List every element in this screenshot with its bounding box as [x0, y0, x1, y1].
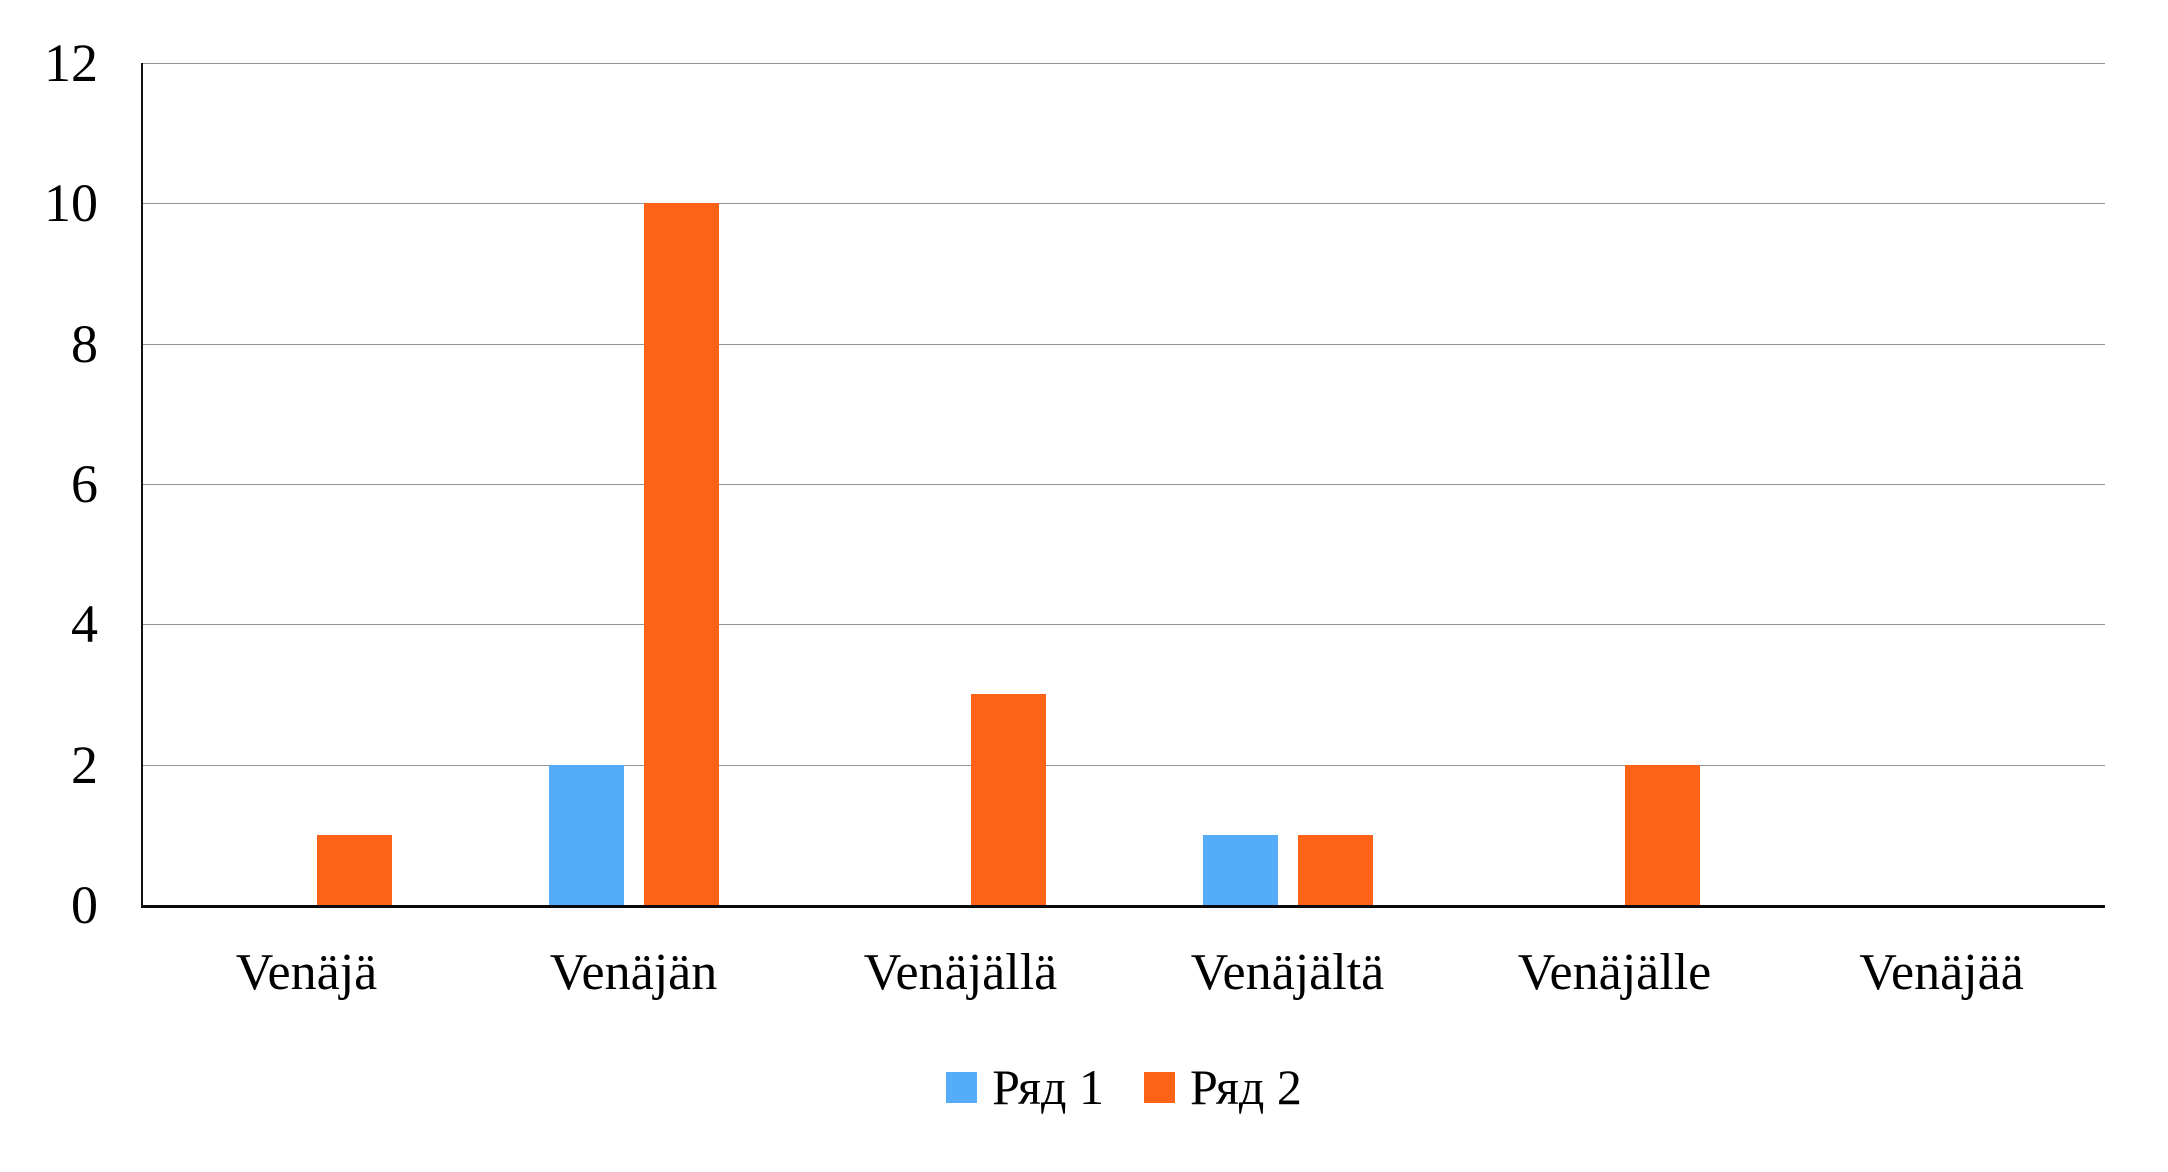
legend-swatch-series-2	[1144, 1071, 1175, 1103]
y-tick-label-4: 4	[71, 594, 98, 654]
x-tick-label-4: Venäjältä	[1190, 944, 1385, 1001]
bar-series2-category5	[1625, 765, 1700, 905]
gridline-y-2	[143, 765, 2105, 766]
legend-item-series-1: Ряд 1	[946, 1056, 1104, 1118]
bar-series2-category1	[317, 835, 392, 905]
gridline-y-6	[143, 484, 2105, 485]
x-tick-label-6: Venäjää	[1859, 944, 2024, 1001]
legend-item-series-2: Ряд 2	[1144, 1056, 1302, 1118]
gridline-y-8	[143, 344, 2105, 345]
x-tick-label-5: Venäjälle	[1517, 944, 1712, 1001]
x-tick-label-1: Venäjä	[235, 944, 378, 1001]
x-tick-label-2: Venäjän	[549, 944, 718, 1001]
y-tick-label-2: 2	[71, 735, 98, 795]
x-tick-label-3: Venäjällä	[863, 944, 1058, 1001]
bar-series1-category2	[549, 765, 624, 905]
legend-label-series-1: Ряд 1	[992, 1059, 1104, 1115]
gridline-y-10	[143, 203, 2105, 204]
bar-series2-category3	[971, 694, 1046, 905]
y-tick-label-10: 10	[44, 173, 98, 233]
y-tick-label-8: 8	[71, 314, 98, 374]
bar-series1-category4	[1203, 835, 1278, 905]
gridline-y-4	[143, 624, 2105, 625]
bar-series2-category2	[644, 203, 719, 905]
legend: Ряд 1 Ряд 2	[143, 1056, 2105, 1118]
y-tick-label-12: 12	[44, 33, 98, 93]
legend-label-series-2: Ряд 2	[1190, 1059, 1302, 1115]
gridline-y-12	[143, 63, 2105, 64]
legend-swatch-series-1	[946, 1071, 978, 1103]
bar-series2-category4	[1298, 835, 1373, 905]
plot-area	[141, 63, 2105, 908]
y-tick-label-6: 6	[71, 454, 98, 514]
y-tick-label-0: 0	[71, 875, 98, 935]
